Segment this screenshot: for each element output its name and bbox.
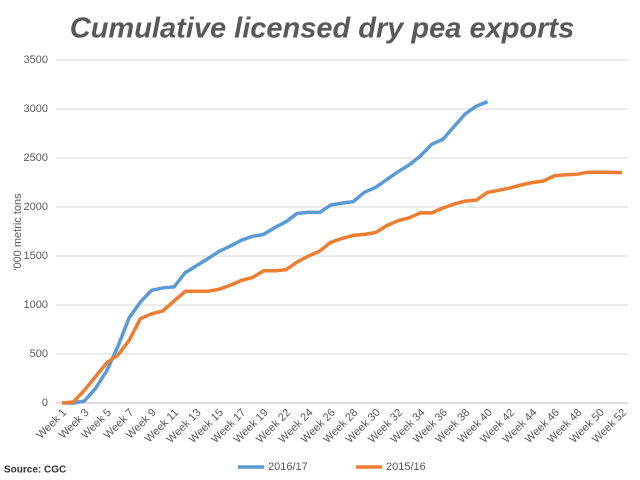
series-line — [62, 99, 489, 405]
y-tick-label: 500 — [30, 348, 48, 360]
y-tick-label: 3500 — [24, 54, 48, 66]
y-tick-label: 0 — [42, 397, 48, 409]
y-tick-label: 2500 — [24, 152, 48, 164]
chart-title: Cumulative licensed dry pea exports — [70, 13, 574, 45]
y-tick-label: 3000 — [24, 103, 48, 115]
legend-label: 2016/17 — [268, 461, 308, 473]
y-tick-label: 1000 — [24, 299, 48, 311]
y-tick-label: 1500 — [24, 250, 48, 262]
source: Source: CGC — [4, 465, 66, 476]
legend-label: 2015/16 — [386, 461, 426, 473]
y-axis-label: '000 metric tons — [12, 193, 24, 271]
y-tick-label: 2000 — [24, 201, 48, 213]
series-line — [61, 170, 623, 405]
